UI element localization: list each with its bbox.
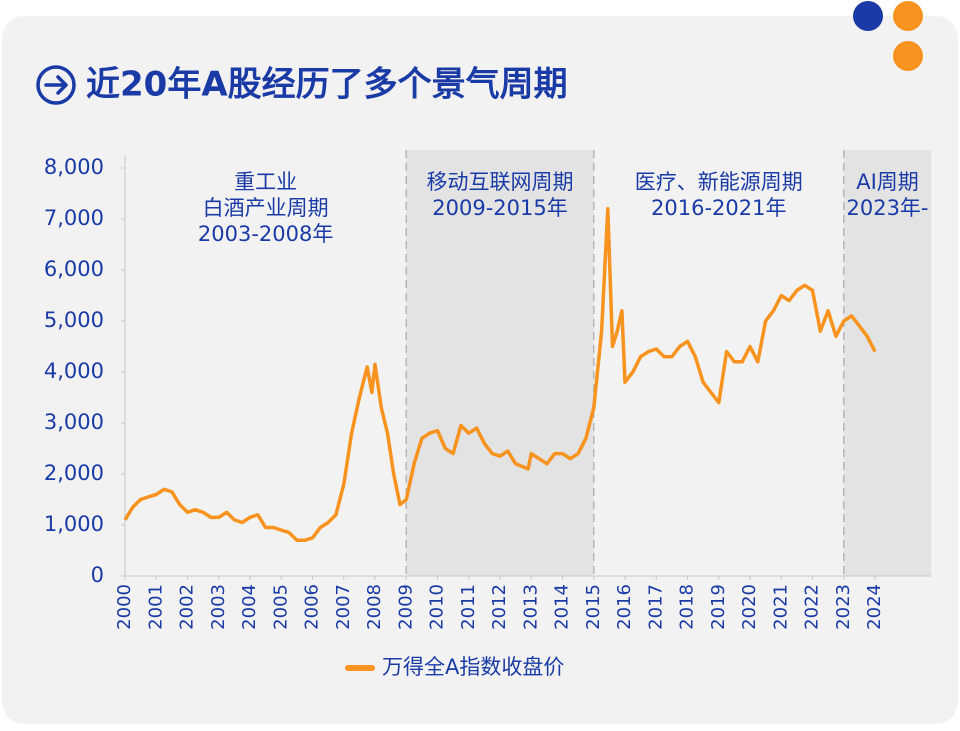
x-tick-label: 2009: [395, 584, 416, 630]
x-tick-label: 2016: [614, 584, 635, 630]
period-label: 2016-2021年: [651, 196, 786, 220]
deco-dot: [893, 41, 923, 71]
y-tick-label: 3,000: [44, 410, 104, 434]
chart-title: 近20年A股经历了多个景气周期: [86, 65, 568, 105]
period-label: 2003-2008年: [198, 222, 333, 246]
deco-dot: [853, 1, 883, 31]
series-line: [123, 207, 877, 543]
x-tick-label: 2007: [333, 584, 354, 630]
x-tick-label: 2011: [458, 584, 479, 630]
x-tick-label: 2006: [302, 584, 323, 630]
y-tick-label: 1,000: [44, 512, 104, 536]
x-tick-label: 2010: [427, 584, 448, 630]
period-label: 白酒产业周期: [203, 196, 329, 220]
x-tick-label: 2024: [864, 584, 885, 630]
x-tick-label: 2013: [520, 584, 541, 630]
y-tick-label: 6,000: [44, 257, 104, 281]
x-tick-label: 2020: [739, 584, 760, 630]
title-icon: [36, 65, 76, 105]
x-tick-label: 2008: [364, 584, 385, 630]
period-label: 2023年-: [846, 196, 928, 220]
x-tick-label: 2000: [114, 584, 135, 630]
period-label: 2009-2015年: [432, 196, 567, 220]
y-tick-label: 2,000: [44, 461, 104, 485]
x-tick-label: 2012: [489, 584, 510, 630]
x-tick-label: 2023: [833, 584, 854, 630]
x-tick-label: 2005: [270, 584, 291, 630]
y-tick-label: 5,000: [44, 308, 104, 332]
period-band: [406, 150, 594, 576]
period-label: 移动互联网周期: [427, 170, 574, 194]
y-tick-label: 8,000: [44, 155, 104, 179]
y-tick-label: 0: [91, 563, 104, 587]
y-tick-label: 7,000: [44, 206, 104, 230]
x-tick-label: 2001: [145, 584, 166, 630]
period-label: AI周期: [856, 170, 919, 194]
period-band: [843, 150, 932, 576]
deco-dot: [893, 1, 923, 31]
period-label: 医疗、新能源周期: [635, 170, 803, 194]
x-tick-label: 2022: [802, 584, 823, 630]
x-tick-label: 2014: [552, 584, 573, 630]
x-tick-label: 2017: [645, 584, 666, 630]
x-tick-label: 2003: [208, 584, 229, 630]
period-label: 重工业: [234, 170, 297, 194]
x-tick-label: 2015: [583, 584, 604, 630]
x-tick-label: 2021: [770, 584, 791, 630]
x-tick-label: 2018: [677, 584, 698, 630]
x-tick-label: 2002: [177, 584, 198, 630]
x-tick-label: 2019: [708, 584, 729, 630]
y-tick-label: 4,000: [44, 359, 104, 383]
x-tick-label: 2004: [239, 584, 260, 630]
legend-label: 万得全A指数收盘价: [382, 655, 564, 679]
